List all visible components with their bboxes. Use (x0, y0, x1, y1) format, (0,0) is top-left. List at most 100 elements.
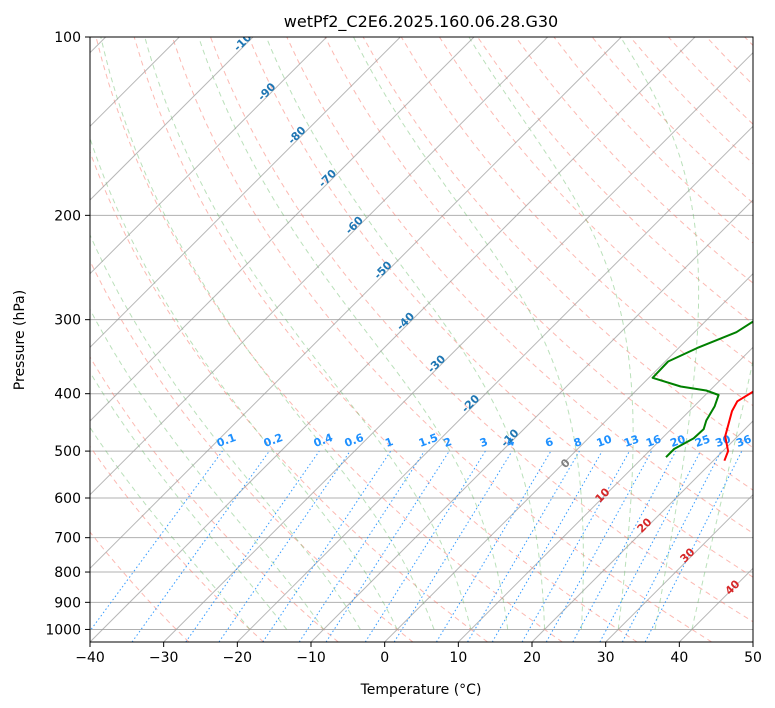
temperature-profile (723, 390, 753, 462)
mixing-ratio-line (467, 450, 580, 642)
moist-adiabat (620, 37, 700, 630)
mixing-ratio-label: 36 (734, 432, 753, 450)
y-tick-label: 800 (54, 565, 81, 581)
mixing-ratio-line (545, 450, 653, 642)
x-tick-label: −20 (223, 650, 253, 666)
mixing-ratio-label: 0.4 (312, 431, 335, 450)
dry-adiabat (95, 37, 563, 642)
mixing-ratio-line (521, 450, 630, 642)
chart-title: wetPf2_C2E6.2025.160.06.28.G30 (284, 12, 558, 32)
dry-adiabat (400, 37, 753, 407)
mixing-ratio-label: 25 (693, 432, 712, 449)
x-axis-title: Temperature (°C) (360, 682, 482, 698)
y-tick-label: 100 (54, 30, 81, 46)
dry-adiabat (171, 37, 712, 642)
mixing-ratio-line (491, 450, 603, 642)
y-axis: 100 200 300 400 500 600 700 800 900 1000 (45, 30, 90, 638)
dry-adiabat (210, 37, 753, 623)
moist-adiabat (100, 37, 435, 630)
x-tick-label: 30 (597, 650, 615, 666)
dry-adiabat (553, 37, 753, 244)
y-tick-label: 300 (54, 313, 81, 329)
isotherm-label: -10 (498, 426, 521, 449)
mixing-ratio-label: 3 (478, 435, 490, 450)
mixing-ratio-line (644, 450, 743, 642)
y-tick-label: 700 (54, 531, 81, 547)
moist-adiabat (265, 37, 546, 630)
plot-area: 0.1 0.2 0.4 0.6 1 1.5 2 3 4 6 8 10 13 16 20 25 30 36-100-… (90, 37, 753, 642)
isotherm-line (752, 641, 753, 642)
y-tick-label: 400 (54, 387, 81, 403)
isotherm-line (531, 420, 753, 642)
mixing-ratio-label: 1.5 (417, 431, 440, 450)
mixing-ratio-label: 0.1 (215, 431, 238, 450)
x-tick-label: −40 (75, 650, 105, 666)
dry-adiabat (133, 37, 638, 642)
y-tick-label: 1000 (45, 622, 81, 638)
mixing-ratio-label: 1 (383, 435, 395, 450)
moist-adiabat (90, 371, 288, 630)
isotherm-line (310, 199, 753, 642)
dry-adiabat (248, 37, 753, 578)
moist-adiabat (90, 136, 398, 630)
y-tick-label: 600 (54, 491, 81, 507)
isotherm-label: -80 (285, 124, 308, 147)
y-tick-label: 500 (54, 444, 81, 460)
mixing-ratio-line (325, 450, 450, 642)
moist-adiabat (198, 37, 509, 630)
mixing-ratio-label: 0.6 (343, 431, 366, 450)
mixing-ratio-label: 20 (668, 432, 687, 450)
moist-adiabat (468, 37, 634, 630)
dry-adiabat (515, 37, 753, 284)
isotherm-label: -40 (394, 310, 417, 333)
isotherm-line (90, 37, 254, 201)
x-tick-label: 50 (744, 650, 762, 666)
isotherm-line (457, 346, 753, 642)
x-tick-label: 0 (380, 650, 389, 666)
moist-adiabat (691, 358, 753, 630)
plot-frame (89, 36, 754, 643)
adiabat-label: 40 (723, 577, 743, 597)
mixing-ratio-label: 6 (543, 435, 555, 450)
mixing-ratio-label: 16 (644, 432, 663, 450)
isotherm-line (90, 37, 328, 275)
dry-adiabat (744, 37, 753, 47)
adiabat-label: 20 (635, 515, 655, 535)
mixing-ratio-label: 8 (572, 435, 584, 450)
isotherm-line (90, 37, 622, 570)
isotherm-line (90, 37, 696, 642)
isotherm-label: -70 (316, 167, 339, 190)
isotherm-line (384, 272, 753, 642)
isotherm-label: -30 (425, 352, 448, 375)
mixing-ratio-line (393, 450, 513, 642)
mixing-ratio-line (218, 450, 351, 642)
moist-adiabat (90, 426, 251, 630)
moist-adiabat (353, 37, 584, 630)
mixing-ratio-label: 13 (622, 432, 641, 449)
mixing-ratio-label: 2 (442, 435, 454, 450)
mixing-ratio-line (90, 450, 223, 632)
moist-adiabat (144, 37, 472, 630)
mixing-ratio-line (131, 450, 270, 642)
isotherm-line (605, 493, 753, 642)
mixing-ratio-line (185, 450, 320, 642)
dry-adiabat (90, 445, 264, 642)
dry-adiabat (90, 356, 339, 642)
isotherm-line (163, 51, 753, 642)
x-tick-label: −10 (296, 650, 326, 666)
mixing-ratio-line (572, 450, 677, 642)
y-axis-title: Pressure (hPa) (12, 290, 28, 390)
dry-adiabat (90, 531, 190, 642)
isotherm-line (90, 37, 401, 349)
mixing-ratio-line (435, 450, 552, 642)
isotherm-label: -50 (371, 258, 394, 281)
isotherm-label: -20 (459, 392, 482, 415)
mixing-ratio-label: 0.2 (262, 431, 285, 450)
mixing-ratio-line (262, 450, 392, 642)
dry-adiabat (90, 259, 414, 642)
moist-adiabat (90, 233, 361, 630)
x-tick-label: 40 (670, 650, 688, 666)
mixing-ratio-label: 4 (505, 435, 517, 450)
x-tick-label: −30 (149, 650, 179, 666)
